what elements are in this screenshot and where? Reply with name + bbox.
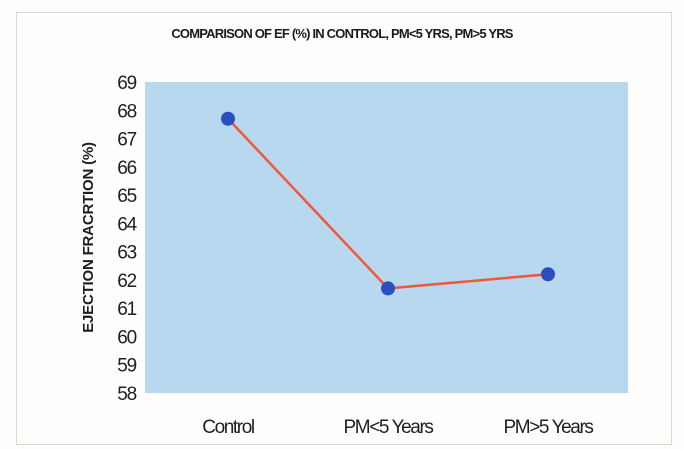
data-point	[541, 267, 555, 282]
y-tick-label: 66	[117, 158, 136, 179]
y-tick-label: 61	[117, 299, 136, 320]
plot-area	[145, 82, 628, 393]
x-category-label: PM>5 Years	[504, 417, 594, 438]
chart-title: COMPARISON OF EF (%) IN CONTROL, PM<5 YR…	[171, 26, 513, 41]
x-axis-categories: Control PM<5 Years PM>5 Years	[202, 417, 595, 438]
y-tick-label: 62	[117, 271, 136, 292]
y-tick-label: 63	[117, 243, 136, 264]
data-point	[381, 281, 395, 296]
y-tick-label: 69	[117, 73, 136, 94]
x-category-label: PM<5 Years	[344, 417, 434, 438]
series-layer	[221, 111, 555, 296]
y-axis-title: EJECTION FRACRTION (%)	[80, 142, 97, 333]
y-tick-label: 64	[117, 214, 137, 235]
x-category-label: Control	[202, 417, 254, 438]
y-tick-label: 59	[117, 356, 136, 377]
y-tick-label: 67	[117, 130, 136, 151]
y-tick-label: 58	[117, 384, 136, 405]
y-tick-label: 65	[117, 186, 136, 207]
y-tick-label: 60	[117, 327, 136, 348]
y-axis-ticks: 58 59 60 61 62 63 64 65 66 67 68 69	[117, 73, 139, 405]
y-tick-label: 68	[117, 101, 136, 122]
data-point	[221, 111, 235, 126]
